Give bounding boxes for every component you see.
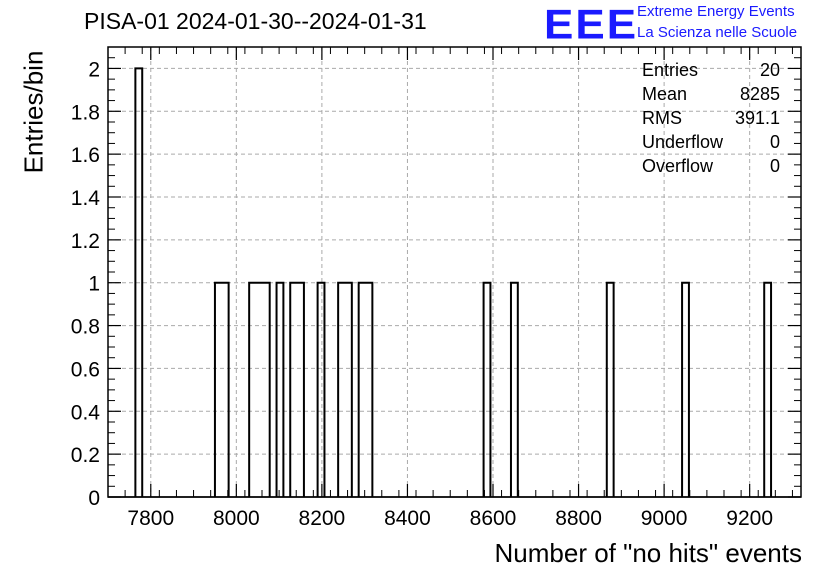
histogram-bin — [248, 281, 271, 497]
x-tick-label: 8000 — [213, 507, 260, 530]
stat-value: 0 — [769, 156, 780, 176]
y-tick-label: 1.6 — [71, 144, 100, 167]
stat-value: 8285 — [739, 84, 780, 104]
stat-value: 391.1 — [734, 108, 780, 128]
x-tick-label: 8400 — [384, 507, 431, 530]
x-tick-label: 8800 — [555, 507, 602, 530]
x-tick-label: 9200 — [726, 507, 773, 530]
stat-row-overflow: Overflow 0 — [642, 154, 780, 178]
histogram-bin — [316, 281, 326, 497]
histogram-bin — [763, 281, 773, 497]
stat-row-mean: Mean 8285 — [642, 82, 780, 106]
x-tick-label: 7800 — [127, 507, 174, 530]
y-tick-label: 2 — [88, 58, 100, 81]
chart-title: PISA-01 2024-01-30--2024-01-31 — [84, 8, 427, 34]
x-tick-label: 9000 — [641, 507, 688, 530]
tick-labels: 7800 8000 8200 8400 8600 8800 9000 9200 0 0.2 0.4 0… — [71, 58, 773, 530]
stat-row-entries: Entries 20 — [642, 58, 780, 82]
histogram-bin — [357, 281, 374, 497]
stats-box: Entries 20 Mean 8285 RMS 391.1 Underflow… — [642, 58, 780, 178]
y-tick-label: 1.4 — [71, 187, 101, 210]
x-tick-label: 8200 — [299, 507, 346, 530]
eee-logo: EEE — [544, 1, 639, 48]
histogram-bin — [509, 281, 519, 497]
stat-label: Mean — [642, 84, 688, 104]
y-tick-label: 1.2 — [71, 230, 100, 253]
stat-value: 0 — [769, 132, 780, 152]
histogram-bin — [482, 281, 492, 497]
y-tick-label: 0.2 — [71, 444, 100, 467]
y-tick-label: 0.8 — [71, 316, 100, 339]
logo-line-2: La Scienza nelle Scuole — [637, 24, 798, 41]
y-axis-label: Entries/bin — [18, 50, 49, 174]
stat-row-underflow: Underflow 0 — [642, 130, 780, 154]
stat-value: 20 — [759, 60, 780, 80]
histogram-bin — [213, 281, 230, 497]
x-axis-label: Number of "no hits" events — [494, 538, 803, 568]
stat-row-rms: RMS 391.1 — [642, 106, 780, 130]
x-tick-label: 8600 — [470, 507, 517, 530]
y-tick-label: 1 — [88, 273, 100, 296]
histogram-bin — [134, 67, 144, 497]
stat-label: Underflow — [642, 132, 724, 152]
y-tick-label: 0.4 — [71, 401, 101, 424]
stat-label: Overflow — [642, 156, 714, 176]
histogram-bin — [681, 281, 690, 497]
y-tick-label: 0 — [88, 487, 100, 510]
stat-label: RMS — [642, 108, 682, 128]
axis-ticks — [107, 46, 801, 498]
histogram-bin — [337, 281, 353, 497]
y-tick-label: 1.8 — [71, 101, 100, 124]
histogram-bin — [289, 281, 305, 497]
logo-line-1: Extreme Energy Events — [637, 3, 795, 20]
y-tick-label: 0.6 — [71, 358, 100, 381]
stat-label: Entries — [642, 60, 699, 80]
histogram-bin — [605, 281, 615, 497]
histogram-bin — [275, 281, 285, 497]
